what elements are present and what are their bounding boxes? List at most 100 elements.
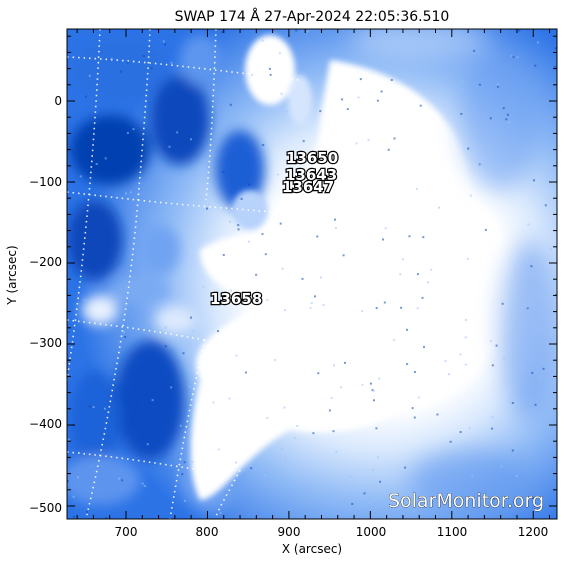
noise-pixel [518,29,521,32]
coronal-rays [350,29,557,510]
noise-pixel [533,179,535,182]
noise-pixel [375,427,378,430]
noise-pixel [77,476,80,479]
noise-pixel [248,240,250,243]
noise-pixel [459,353,462,356]
x-tick-label: 900 [278,525,301,539]
noise-pixel [430,268,433,271]
noise-pixel [332,430,335,433]
noise-pixel [542,367,545,370]
noise-pixel [390,79,393,81]
noise-pixel [526,308,529,311]
noise-pixel [531,371,534,374]
noise-pixel [120,70,122,73]
noise-pixel [126,61,129,64]
noise-pixel [277,173,279,176]
noise-pixel [255,273,258,276]
noise-pixel [285,110,288,113]
noise-pixel [217,330,219,333]
noise-pixel [150,67,153,70]
noise-pixel [491,427,494,430]
noise-pixel [495,344,498,347]
noise-pixel [248,183,251,186]
noise-pixel [264,253,267,256]
noise-pixel [92,406,95,408]
noise-pixel [125,192,127,195]
noise-pixel [72,150,75,153]
bright-active-region [190,35,474,500]
noise-pixel [408,235,411,238]
noise-pixel [416,273,419,276]
noise-pixel [393,137,396,140]
noise-pixel [496,85,499,88]
y-axis-ticks [67,35,557,507]
x-tick-label: 1000 [356,525,387,539]
noise-pixel [164,345,167,348]
noise-pixel [105,228,108,231]
noise-pixel [164,43,167,46]
noise-pixel [511,449,514,452]
noise-pixel [164,147,167,150]
noise-pixel [506,113,509,116]
noise-pixel [168,145,171,148]
noise-pixel [249,193,252,196]
noise-pixel [123,331,126,334]
noise-pixel [322,304,325,307]
noise-pixel [125,137,128,140]
noise-pixel [162,40,165,43]
noise-pixel [181,473,184,476]
noise-pixel [235,354,238,357]
noise-pixel [422,236,425,239]
noise-pixel [284,456,287,459]
noise-pixel [124,336,127,338]
noise-pixel [334,218,336,221]
noise-pixel [427,281,429,284]
noise-pixel [67,480,69,483]
noise-pixel [310,302,313,305]
noise-pixel [183,461,186,464]
noise-pixel [535,297,537,300]
solar-image [67,29,557,519]
noise-pixel [416,307,419,310]
region-label: 13647 [282,178,334,196]
noise-pixel [261,233,264,236]
noise-pixel [512,55,515,58]
noise-pixel [73,223,75,226]
noise-pixel [296,425,299,427]
noise-pixel [317,372,320,375]
noise-pixel [229,220,231,223]
noise-pixel [301,277,304,280]
noise-pixel [279,222,282,225]
noise-pixel [219,511,222,514]
noise-pixel [417,396,420,399]
image-title: SWAP 174 Å 27-Apr-2024 22:05:36.510 [175,8,450,25]
noise-pixel [527,223,530,226]
noise-pixel [164,326,167,329]
noise-pixel [495,161,498,164]
noise-pixel [335,450,338,453]
noise-pixel [228,397,231,400]
noise-pixel [188,385,191,388]
noise-pixel [95,163,98,165]
noise-pixel [471,475,474,478]
noise-pixel [511,402,514,404]
noise-pixel [413,416,416,419]
noise-pixel [484,228,487,231]
noise-pixel [378,377,381,380]
noise-pixel [534,64,537,67]
noise-pixel [545,179,548,182]
noise-pixel [413,371,416,373]
noise-pixel [83,299,86,302]
noise-pixel [530,265,533,268]
noise-pixel [376,99,379,102]
noise-pixel [367,502,370,504]
noise-pixel [182,352,185,355]
noise-pixel [355,142,358,145]
noise-pixel [176,131,179,134]
y-tick-label: −500 [29,501,62,515]
noise-pixel [489,340,492,343]
y-tick-label: 0 [54,94,62,108]
noise-pixel [190,138,192,141]
noise-pixel [497,83,499,86]
noise-pixel [554,65,556,68]
